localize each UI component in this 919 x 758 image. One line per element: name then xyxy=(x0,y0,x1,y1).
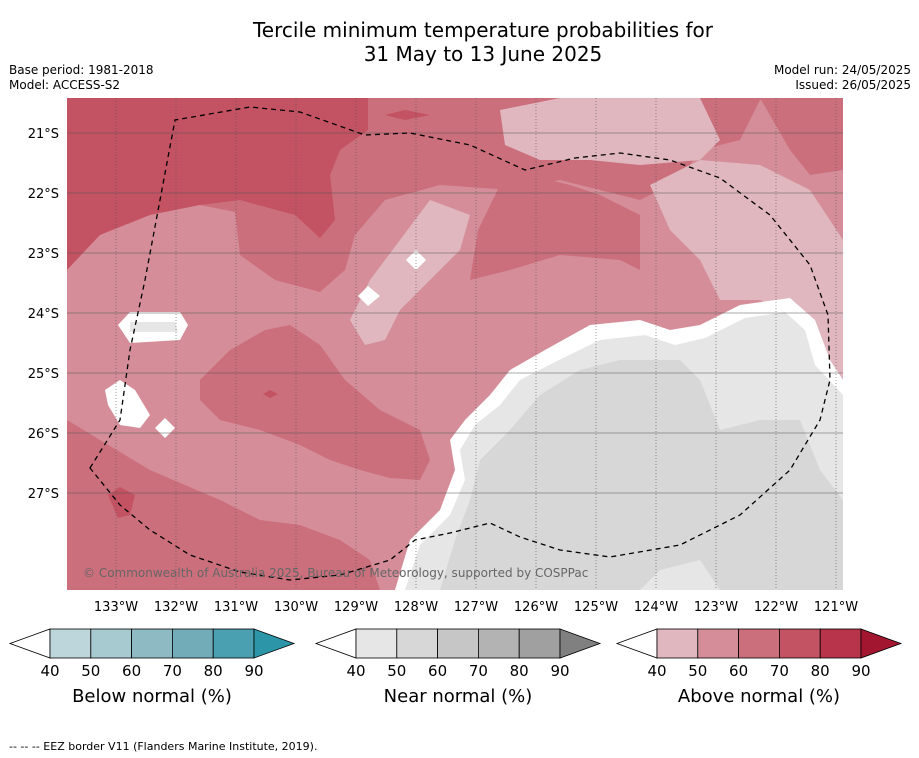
colorbar-segment xyxy=(212,628,255,659)
lat-label: 24°S xyxy=(28,307,59,322)
colorbar-tick-label: 40 xyxy=(647,662,666,680)
field-above-70-nw xyxy=(67,98,368,270)
colorbar-under-triangle xyxy=(8,628,51,659)
meta-left: Base period: 1981-2018 Model: ACCESS-S2 xyxy=(9,63,154,93)
eez-border xyxy=(89,106,831,581)
colorbar-segment xyxy=(355,628,398,659)
meta-right: Model run: 24/05/2025 Issued: 26/05/2025 xyxy=(774,63,911,93)
colorbar-segment xyxy=(697,628,739,659)
field-above-60-mid xyxy=(470,175,640,280)
patch-above-70-dot xyxy=(263,390,278,398)
colorbar-label: Near normal (%) xyxy=(384,686,533,707)
field-above-60-ne xyxy=(760,98,843,175)
colorbar-under-triangle xyxy=(314,628,357,659)
probability-field xyxy=(67,98,843,590)
patch-above-70-sw xyxy=(108,487,135,518)
colorbar-1: 40 50 60 70 80 90 Near normal (%) xyxy=(314,628,602,707)
colorbar-tick-label: 70 xyxy=(469,662,488,680)
lon-label: 130°W xyxy=(274,600,318,615)
colorbar-tick-label: 60 xyxy=(122,662,141,680)
colorbar-segment xyxy=(437,628,479,659)
lon-label: 132°W xyxy=(154,600,198,615)
colorbar-tick-label: 90 xyxy=(851,662,870,680)
colorbar-segment xyxy=(518,628,561,659)
colorbar-tick-label: 40 xyxy=(40,662,59,680)
colorbar-label: Below normal (%) xyxy=(72,686,232,707)
colorbar-segment xyxy=(779,628,821,659)
copyright-text: © Commonwealth of Australia 2025, Bureau… xyxy=(83,566,588,580)
lat-label: 21°S xyxy=(28,127,59,142)
colorbar-segment xyxy=(131,628,173,659)
lat-label: 22°S xyxy=(28,187,59,202)
lon-label: 133°W xyxy=(94,600,138,615)
colorbar-tick-label: 90 xyxy=(550,662,569,680)
colorbar-tick-label: 90 xyxy=(244,662,263,680)
colorbars: 40 50 60 70 80 90 Below normal (%) 40 50 60 70 80 90… xyxy=(8,628,903,707)
colorbar-tick-label: 50 xyxy=(81,662,100,680)
colorbar-segment xyxy=(819,628,862,659)
lat-label: 27°S xyxy=(28,487,59,502)
latitude-lines xyxy=(67,132,843,494)
title-line-2: 31 May to 13 June 2025 xyxy=(363,42,603,66)
field-above-40-e xyxy=(650,160,843,390)
patch-above-70-spot xyxy=(385,110,430,120)
colorbar-segment xyxy=(90,628,133,659)
field-above-40-center xyxy=(350,200,470,345)
colorbar-segment xyxy=(49,628,92,659)
lon-label: 127°W xyxy=(454,600,498,615)
longitude-labels: 133°W 132°W 131°W 130°W 129°W 128°W 127°… xyxy=(94,600,858,615)
field-above-40-n xyxy=(500,98,720,165)
colorbar-over-triangle xyxy=(253,628,296,659)
map-title: Tercile minimum temperature probabilitie… xyxy=(0,18,919,66)
patch-near-1 xyxy=(130,322,178,332)
colorbar-over-triangle xyxy=(559,628,602,659)
graticule xyxy=(115,98,837,590)
field-above-60-center xyxy=(200,325,430,480)
field-above-60-sw xyxy=(67,420,380,590)
lon-label: 125°W xyxy=(574,600,618,615)
colorbar-under-triangle xyxy=(615,628,658,659)
colorbar-tick-label: 70 xyxy=(163,662,182,680)
lon-label: 123°W xyxy=(694,600,738,615)
colorbar-0: 40 50 60 70 80 90 Below normal (%) xyxy=(8,628,296,707)
model-text: Model: ACCESS-S2 xyxy=(9,78,121,92)
colorbar-2: 40 50 60 70 80 90 Above normal (%) xyxy=(615,628,903,707)
colorbar-segment xyxy=(656,628,699,659)
lat-label: 26°S xyxy=(28,427,59,442)
latitude-labels: 21°S 22°S 23°S 24°S 25°S 26°S 27°S xyxy=(28,127,59,502)
lon-label: 131°W xyxy=(214,600,258,615)
colorbar-tick-label: 80 xyxy=(510,662,529,680)
colorbar-segment xyxy=(396,628,438,659)
colorbar-tick-label: 60 xyxy=(428,662,447,680)
colorbar-tick-label: 80 xyxy=(204,662,223,680)
field-near-50 xyxy=(440,360,843,590)
colorbar-over-triangle xyxy=(860,628,903,659)
model-run-text: Model run: 24/05/2025 xyxy=(773,63,911,77)
lat-label: 23°S xyxy=(28,247,59,262)
base-period-text: Base period: 1981-2018 xyxy=(9,63,154,77)
lon-label: 122°W xyxy=(754,600,798,615)
colorbar-tick-label: 80 xyxy=(811,662,830,680)
lat-label: 25°S xyxy=(28,367,59,382)
eez-footnote: -- -- -- EEZ border V11 (Flanders Marine… xyxy=(9,740,318,753)
colorbar-tick-label: 70 xyxy=(770,662,789,680)
issued-text: Issued: 26/05/2025 xyxy=(795,78,911,92)
colorbar-tick-label: 50 xyxy=(387,662,406,680)
patch-white-4 xyxy=(358,286,380,306)
colorbar-tick-label: 60 xyxy=(729,662,748,680)
colorbar-tick-label: 40 xyxy=(346,662,365,680)
title-line-1: Tercile minimum temperature probabilitie… xyxy=(252,18,714,42)
lon-label: 121°W xyxy=(814,600,858,615)
lon-label: 124°W xyxy=(634,600,678,615)
colorbar-segment xyxy=(171,628,214,659)
colorbar-segment xyxy=(738,628,780,659)
lon-label: 126°W xyxy=(514,600,558,615)
colorbar-segment xyxy=(477,628,520,659)
lon-label: 128°W xyxy=(394,600,438,615)
colorbar-tick-label: 50 xyxy=(688,662,707,680)
colorbar-label: Above normal (%) xyxy=(678,686,840,707)
lon-label: 129°W xyxy=(334,600,378,615)
